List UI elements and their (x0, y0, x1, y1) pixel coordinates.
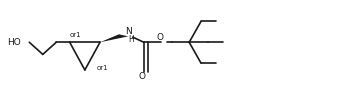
Polygon shape (100, 34, 128, 42)
Text: O: O (156, 33, 164, 42)
Text: or1: or1 (69, 32, 81, 38)
Text: H: H (128, 35, 134, 44)
Text: HO: HO (7, 38, 21, 47)
Text: or1: or1 (97, 65, 108, 71)
Text: O: O (139, 72, 146, 81)
Text: N: N (125, 27, 132, 36)
